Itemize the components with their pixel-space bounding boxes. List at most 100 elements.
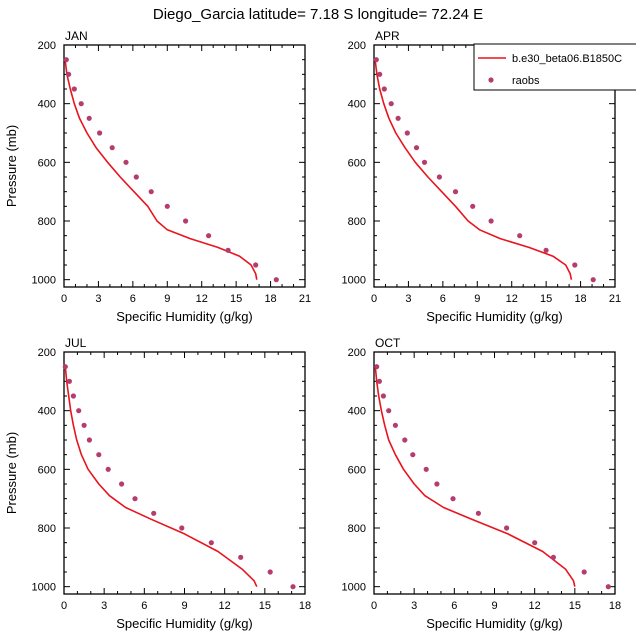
obs-point: [376, 378, 382, 384]
obs-point: [148, 189, 154, 195]
y-tick-label: 200: [38, 347, 56, 359]
x-tick-label: 0: [61, 293, 67, 305]
y-axis-label: Pressure (mb): [4, 125, 19, 207]
x-tick-label: 3: [95, 293, 101, 305]
obs-point: [63, 57, 69, 63]
x-tick-label: 21: [609, 293, 621, 305]
y-tick-label: 400: [348, 406, 366, 418]
obs-point: [183, 218, 189, 224]
x-tick-label: 18: [264, 293, 276, 305]
obs-point: [97, 130, 103, 136]
y-tick-label: 600: [38, 464, 56, 476]
x-tick-label: 0: [61, 600, 67, 612]
y-tick-label: 800: [348, 523, 366, 535]
obs-point: [132, 496, 138, 502]
obs-point: [71, 86, 77, 92]
obs-point: [386, 408, 392, 414]
obs-point: [572, 262, 578, 268]
y-tick-label: 200: [348, 40, 366, 52]
x-tick-label: 18: [609, 600, 621, 612]
obs-point: [290, 584, 296, 590]
obs-point: [123, 159, 129, 165]
model-line: [374, 59, 573, 280]
legend-box: [473, 43, 636, 91]
x-tick-label: 12: [196, 293, 208, 305]
obs-point: [605, 584, 611, 590]
panel-jul: 0 3 6 9 12 15 18 200 400 600 800 1000 JUL Specific Hu…: [4, 336, 311, 631]
y-axis-label: Pressure (mb): [4, 432, 19, 514]
obs-point: [550, 554, 557, 560]
obs-point: [404, 130, 410, 136]
obs-point: [66, 378, 72, 384]
x-tick-label: 15: [259, 600, 271, 612]
obs-point: [421, 159, 428, 165]
obs-point: [543, 247, 549, 253]
obs-point: [179, 525, 185, 531]
obs-point: [62, 364, 68, 370]
plot-frame: [63, 44, 306, 288]
plot-frame: [373, 351, 616, 595]
obs-point: [410, 452, 416, 458]
panel-label: JAN: [65, 29, 88, 43]
obs-point: [208, 540, 214, 546]
obs-point: [504, 525, 510, 531]
obs-point: [377, 71, 383, 77]
x-tick-label: 0: [371, 293, 377, 305]
obs-point: [475, 510, 481, 516]
obs-point: [450, 496, 456, 502]
panel-label: OCT: [375, 336, 401, 350]
obs-point: [374, 364, 380, 370]
y-tick-label: 800: [348, 216, 366, 228]
x-tick-label: 12: [529, 600, 541, 612]
y-tick-label: 200: [38, 40, 56, 52]
obs-point: [109, 145, 115, 151]
y-tick-label: 800: [38, 216, 56, 228]
x-tick-label: 9: [164, 293, 170, 305]
panel-oct: 0 3 6 9 12 15 18 200 400 600 800 1000 OCT Specific Hu…: [342, 336, 622, 631]
x-tick-label: 21: [299, 293, 311, 305]
x-tick-label: 15: [540, 293, 552, 305]
x-tick-label: 3: [411, 600, 417, 612]
obs-point: [66, 71, 72, 77]
y-tick-label: 1000: [32, 582, 56, 594]
x-tick-label: 15: [569, 600, 581, 612]
obs-point: [151, 510, 157, 516]
obs-point: [373, 57, 379, 63]
obs-point: [388, 101, 394, 107]
y-tick-label: 200: [348, 347, 366, 359]
y-tick-label: 1000: [32, 275, 56, 287]
x-tick-label: 6: [440, 293, 446, 305]
y-tick-label: 1000: [342, 582, 366, 594]
y-tick-label: 800: [38, 523, 56, 535]
x-axis-label: Specific Humidity (g/kg): [116, 309, 253, 324]
obs-point: [381, 86, 387, 92]
obs-point: [590, 277, 596, 283]
obs-point: [423, 466, 429, 472]
x-tick-label: 9: [474, 293, 480, 305]
plot-frame: [63, 351, 306, 595]
panel-label: APR: [375, 29, 400, 43]
y-tick-label: 400: [38, 99, 56, 111]
x-tick-label: 6: [130, 293, 136, 305]
y-tick-label: 1000: [342, 275, 366, 287]
obs-point: [206, 233, 212, 239]
obs-point: [402, 437, 408, 443]
legend-obs-label: raobs: [512, 75, 540, 87]
obs-point: [452, 189, 459, 195]
obs-point: [517, 233, 523, 239]
obs-point: [267, 569, 273, 575]
x-tick-label: 6: [451, 600, 457, 612]
obs-point: [470, 203, 476, 209]
obs-point: [238, 554, 244, 560]
obs-point: [164, 203, 170, 209]
y-tick-label: 600: [38, 157, 56, 169]
x-tick-label: 18: [574, 293, 586, 305]
obs-point: [78, 101, 84, 107]
x-tick-label: 9: [491, 600, 497, 612]
legend-obs-marker: [488, 77, 494, 83]
obs-point: [380, 393, 386, 399]
obs-point: [253, 262, 259, 268]
panel-label: JUL: [65, 336, 87, 350]
x-tick-label: 9: [181, 600, 187, 612]
